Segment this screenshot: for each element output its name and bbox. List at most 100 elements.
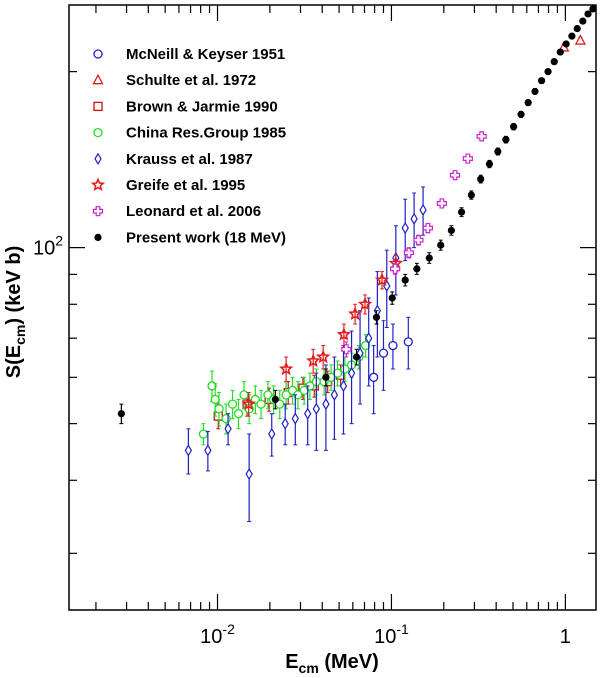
plot-frame [68, 4, 597, 611]
marker-cross-open [436, 198, 447, 209]
marker-circle-filled [322, 373, 330, 381]
marker-circle-filled [494, 147, 502, 156]
marker-circle-filled [401, 276, 409, 284]
marker-circle-filled [457, 208, 466, 216]
marker-cross-open [413, 235, 424, 246]
marker-circle-open [388, 340, 398, 351]
marker-circle-open [214, 404, 224, 414]
marker-circle-open [332, 368, 343, 378]
axis-tick-labels: 10-2 10-1 1 102 [33, 233, 571, 648]
legend-label: Greife et al. 1995 [126, 177, 245, 194]
marker-circle-filled [568, 32, 576, 40]
marker-circle-open [93, 49, 103, 59]
marker-circle-open [378, 348, 389, 358]
data-points [117, 5, 597, 523]
legend: McNeill & Keyser 1951 Schulte et al. 1972… [90, 46, 286, 246]
marker-circle-filled [467, 191, 475, 199]
marker-diamond-open [356, 346, 364, 360]
marker-circle-open [281, 390, 291, 400]
marker-circle-open [210, 394, 220, 405]
axis-ticks [69, 5, 596, 610]
marker-diamond-open [291, 412, 299, 425]
marker-circle-filled [562, 40, 570, 48]
marker-triangle-open [92, 73, 104, 85]
marker-cross-open [390, 263, 401, 274]
marker-circle-filled [271, 395, 279, 404]
marker-diamond-open [204, 444, 212, 457]
marker-circle-filled [510, 123, 518, 131]
marker-circle-filled [447, 226, 455, 235]
marker-star [374, 272, 390, 287]
marker-circle-filled [477, 175, 485, 183]
marker-diamond-open [364, 332, 373, 345]
legend-label: McNeill & Keyser 1951 [126, 46, 285, 63]
marker-circle-open [239, 390, 249, 400]
marker-diamond-open [184, 444, 193, 457]
y-axis-title: S(Ecm) (keV b) [3, 246, 28, 378]
marker-diamond-open [268, 427, 276, 441]
marker-diamond-open [94, 152, 102, 165]
marker-star [241, 396, 256, 411]
marker-circle-filled [388, 294, 396, 302]
marker-diamond-open [303, 407, 312, 420]
marker-cross-open [341, 344, 352, 355]
marker-circle-filled [550, 58, 558, 66]
marker-circle-open [233, 409, 244, 419]
marker-circle-filled [94, 233, 102, 241]
marker-circle-filled [425, 254, 433, 262]
marker-star [278, 361, 294, 376]
marker-diamond-open [330, 388, 339, 402]
marker-circle-open [93, 127, 103, 138]
legend-label: Krauss et al. 1987 [126, 151, 253, 168]
marker-circle-filled [584, 10, 592, 18]
marker-diamond-open [339, 379, 348, 393]
marker-circle-open [360, 340, 371, 351]
marker-star [90, 177, 106, 192]
marker-circle-filled [556, 48, 564, 56]
marker-cross-open [403, 247, 414, 258]
marker-star [306, 353, 321, 368]
legend-label: China Res.Group 1985 [126, 125, 286, 142]
marker-circle-filled [485, 160, 494, 168]
marker-diamond-open [347, 366, 356, 380]
marker-circle-open [368, 372, 379, 382]
marker-circle-filled [517, 110, 525, 118]
marker-circle-filled [544, 68, 552, 76]
marker-circle-filled [589, 5, 597, 13]
marker-circle-open [256, 399, 266, 409]
marker-diamond-open [312, 402, 321, 416]
marker-cross-open [92, 206, 104, 217]
marker-circle-filled [524, 99, 532, 107]
marker-diamond-open [401, 221, 409, 235]
marker-circle-filled [538, 77, 546, 85]
marker-circle-filled [413, 265, 421, 273]
x-axis-title: Ecm (MeV) [285, 651, 379, 676]
x-tick-label: 1 [560, 626, 571, 648]
marker-triangle-open [574, 34, 586, 45]
legend-label: Leonard et al. 2006 [126, 203, 261, 220]
marker-cross-open [422, 222, 433, 234]
marker-circle-filled [502, 136, 510, 144]
marker-star [315, 349, 331, 364]
marker-circle-filled [352, 353, 361, 361]
marker-circle-open [227, 399, 238, 409]
legend-label: Brown & Jarmie 1990 [126, 98, 278, 115]
marker-diamond-open [419, 203, 427, 217]
marker-square-open [93, 101, 103, 112]
legend-label: Schulte et al. 1972 [126, 72, 256, 89]
marker-circle-open [403, 337, 413, 347]
y-tick-label: 102 [33, 233, 63, 260]
marker-circle-filled [117, 410, 125, 418]
marker-cross-open [449, 170, 461, 181]
marker-cross-open [476, 131, 487, 142]
marker-diamond-open [410, 212, 418, 226]
marker-star [357, 296, 373, 311]
marker-diamond-open [245, 467, 253, 481]
marker-circle-filled [573, 24, 581, 33]
x-tick-label: 10-1 [374, 621, 409, 648]
x-tick-label: 10-2 [200, 621, 235, 648]
marker-diamond-open [322, 397, 330, 411]
marker-circle-filled [372, 313, 381, 321]
marker-circle-filled [531, 87, 539, 96]
